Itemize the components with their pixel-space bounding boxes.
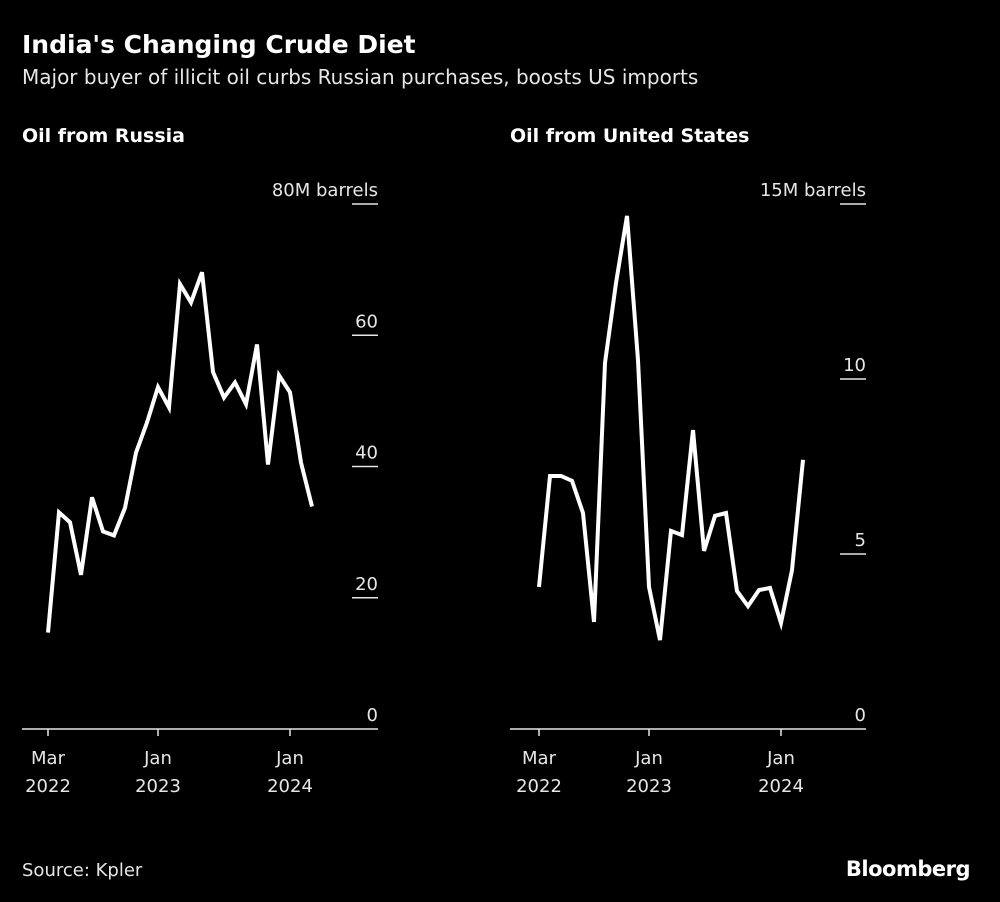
russia-ytick-label: 80M barrels [272,180,378,201]
russia-xtick-label: Mar [31,748,66,769]
us-ytick-label: 10 [843,355,866,376]
us-ytick-label: 5 [855,530,866,551]
russia-xtick-label: 2022 [25,776,71,797]
russia-ytick-label: 0 [367,705,378,726]
panel-title-us: Oil from United States [510,125,750,147]
us-xtick-label: Jan [634,748,663,769]
russia-xtick-label: Jan [275,748,304,769]
chart-subtitle: Major buyer of illicit oil curbs Russian… [22,65,699,89]
panel-title-russia: Oil from Russia [22,125,186,147]
russia-series-line [46,271,314,633]
us-xtick-label: Jan [766,748,795,769]
russia-ytick-label: 20 [355,574,378,595]
russia-ytick-label: 60 [355,311,378,332]
bloomberg-logo: Bloomberg [845,857,971,881]
us-ytick-label: 0 [855,705,866,726]
source-note: Source: Kpler [22,860,143,881]
us-xtick-label: 2023 [626,776,672,797]
us-ytick-label: 15M barrels [760,180,866,201]
russia-xtick-label: Jan [143,748,172,769]
us-xtick-label: 2022 [516,776,562,797]
russia-xtick-label: 2023 [135,776,181,797]
chart-title: India's Changing Crude Diet [22,30,416,59]
us-xtick-label: 2024 [758,776,804,797]
russia-xtick-label: 2024 [267,776,313,797]
us-series-line [537,215,805,641]
russia-ytick-label: 40 [355,443,378,464]
us-xtick-label: Mar [522,748,557,769]
